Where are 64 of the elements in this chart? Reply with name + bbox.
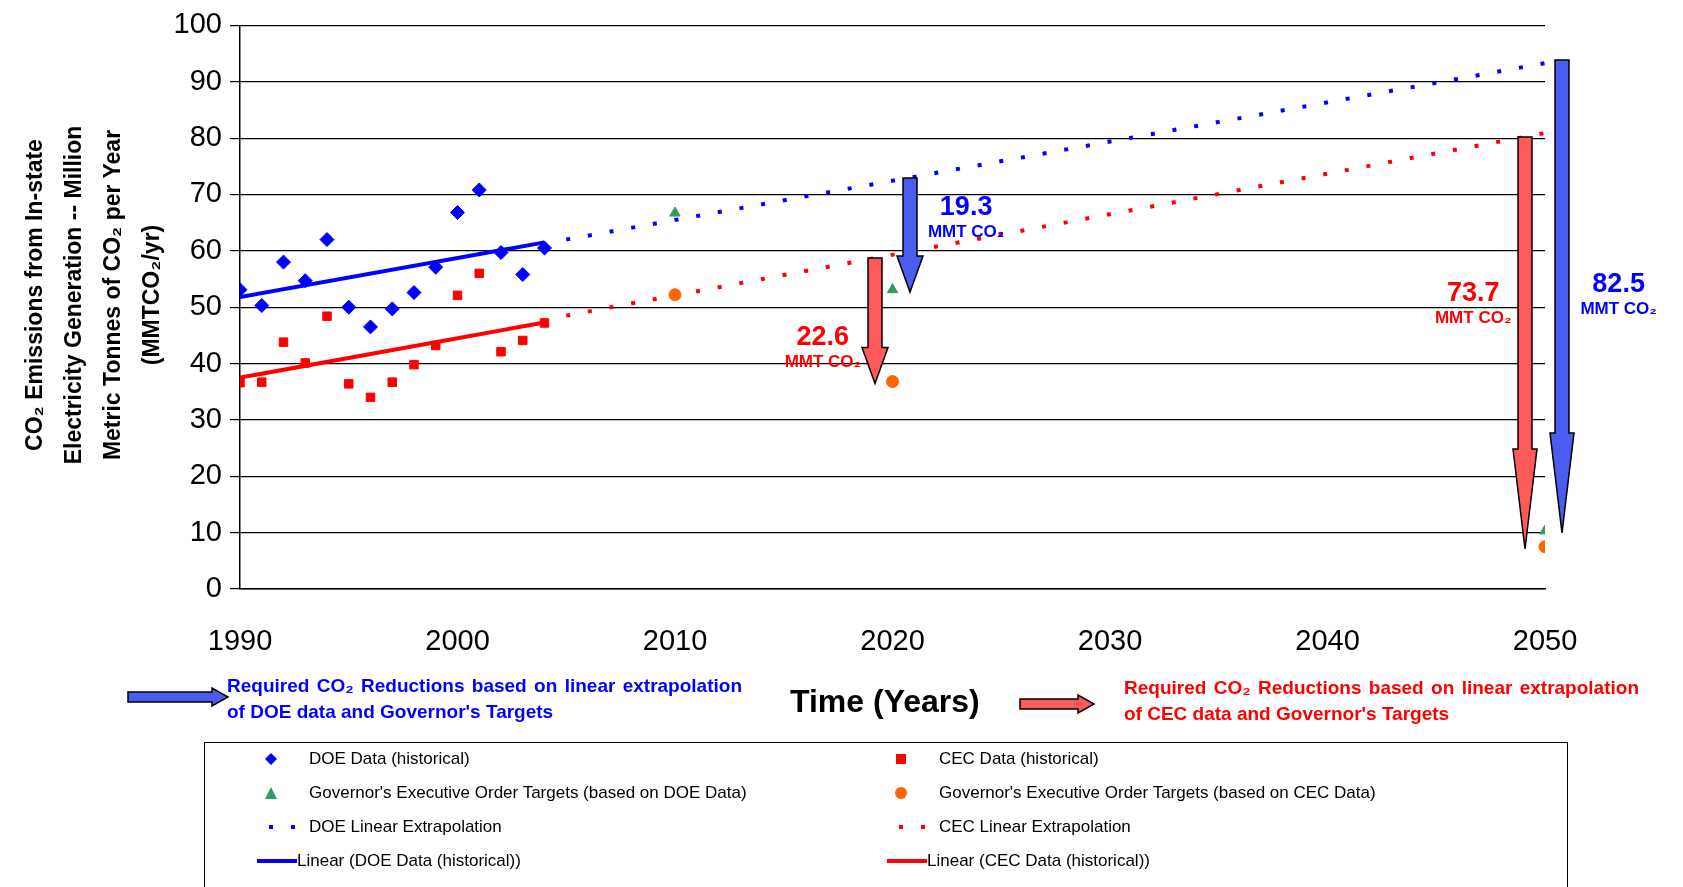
annotation: 19.3 MMT CO₂ [927, 191, 1005, 243]
point [344, 379, 354, 389]
legend-label: CEC Data (historical) [939, 749, 1099, 769]
point [384, 301, 400, 317]
point [886, 375, 899, 389]
point [319, 232, 335, 248]
x-axis-title: Time (Years) [790, 683, 980, 720]
point [363, 319, 378, 335]
y-tick-label: 30 [189, 401, 222, 434]
point [450, 205, 465, 221]
x-tick-label: 1990 [207, 624, 273, 657]
legend-label: DOE Linear Extrapolation [309, 817, 502, 837]
point [886, 283, 899, 294]
point [518, 335, 528, 346]
x-tick-label: 2040 [1295, 624, 1360, 657]
y-tick-label: 60 [189, 232, 222, 265]
x-tick-label: 2000 [425, 624, 490, 657]
y-tick-label: 10 [189, 514, 222, 547]
point [254, 298, 270, 314]
annotation: 73.7 MMT CO₂ [1434, 276, 1512, 328]
y-tick-label: 90 [189, 63, 222, 96]
y-tick-label: 40 [189, 345, 222, 378]
y-tick-label: 80 [189, 120, 222, 153]
legend-label: Governor's Executive Order Targets (based on CEC Data) [939, 783, 1376, 803]
y-tick-label: 100 [173, 7, 222, 40]
point [409, 359, 419, 370]
point [431, 340, 441, 351]
x-tick-label: 2030 [1077, 624, 1143, 657]
point [365, 392, 376, 403]
point [669, 206, 681, 217]
legend-label: Governor's Executive Order Targets (based on DOE Data) [309, 783, 747, 803]
point [387, 377, 397, 387]
legend-label: DOE Data (historical) [309, 749, 470, 769]
x-tick-label: 2050 [1512, 624, 1578, 657]
legend-label: Linear (CEC Data (historical)) [927, 851, 1150, 871]
point [297, 273, 313, 289]
point [276, 254, 291, 270]
point [322, 311, 332, 321]
x-tick-label: 2020 [860, 624, 925, 657]
point [539, 318, 550, 328]
point [257, 377, 267, 387]
point [278, 337, 289, 347]
point [341, 299, 357, 315]
point [471, 182, 487, 198]
text: Required CO₂ Reductions based on linear extrapolation of DOE data and Governor's Targets [227, 674, 742, 724]
point [496, 346, 506, 357]
point [452, 290, 463, 301]
legend-label: CEC Linear Extrapolation [939, 817, 1131, 837]
point [537, 240, 552, 256]
y-tick-label: 0 [205, 571, 222, 603]
legend-label: Linear (DOE Data (historical)) [297, 851, 521, 871]
text: Required CO₂ Reductions based on linear extrapolation of CEC data and Governor's Targets [1124, 676, 1639, 726]
y-axis-title: CO₂ Emissions from In-state Electricity Generation -- Million Metric Tonnes of CO₂ per Year (MMTCO₂/yr) [20, 124, 165, 467]
point [300, 358, 310, 368]
x-tick-label: 2010 [642, 624, 708, 657]
y-tick-label: 70 [189, 176, 222, 209]
point [406, 285, 422, 301]
point [474, 268, 484, 279]
point [668, 288, 682, 302]
point [493, 245, 509, 261]
y-tick-label: 50 [189, 289, 222, 322]
y-tick-label: 20 [189, 458, 222, 491]
text: 82.5 MMT CO₂ [1580, 268, 1657, 320]
point [515, 267, 531, 283]
